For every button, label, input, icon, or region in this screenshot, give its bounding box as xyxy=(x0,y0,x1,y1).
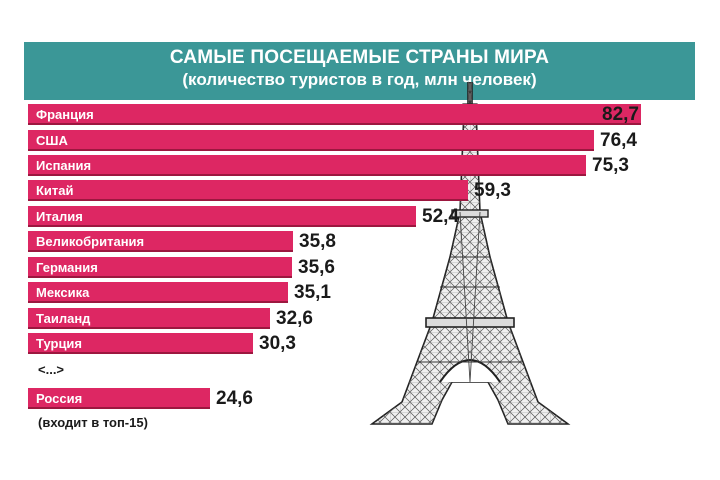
bar-label: Германия xyxy=(36,260,98,275)
bar xyxy=(28,130,594,151)
bar-label: Россия xyxy=(36,391,83,406)
bar-value-label: 75,3 xyxy=(592,155,629,176)
bar xyxy=(28,104,641,125)
bar xyxy=(28,155,586,176)
bar-value-label: 82,7 xyxy=(602,104,639,125)
bar-value-label: 35,6 xyxy=(298,257,335,278)
bar xyxy=(28,231,293,252)
bar xyxy=(28,388,210,409)
bar-value-label: 30,3 xyxy=(259,333,296,354)
footnote: (входит в топ-15) xyxy=(38,415,148,430)
bar xyxy=(28,308,270,329)
bar-value-label: 35,8 xyxy=(299,231,336,252)
bar xyxy=(28,257,292,278)
bar xyxy=(28,282,288,303)
bar xyxy=(28,206,416,227)
bar-value-label: 32,6 xyxy=(276,308,313,329)
omitted-rows-marker: <...> xyxy=(38,362,65,377)
bar-value-label: 35,1 xyxy=(294,282,331,303)
bar-value-label: 52,4 xyxy=(422,206,459,227)
bar-value-label: 24,6 xyxy=(216,388,253,409)
bar xyxy=(28,180,468,201)
bar-value-label: 59,3 xyxy=(474,180,511,201)
bar-label: США xyxy=(36,133,68,148)
bar-label: Франция xyxy=(36,107,94,122)
bar-label: Таиланд xyxy=(36,311,91,326)
bar-label: Турция xyxy=(36,336,83,351)
bar-value-label: 76,4 xyxy=(600,130,637,151)
chart-header: САМЫЕ ПОСЕЩАЕМЫЕ СТРАНЫ МИРА (количество… xyxy=(24,42,695,100)
bar-label: Мексика xyxy=(36,285,90,300)
bar-label: Италия xyxy=(36,209,83,224)
chart-subtitle: (количество туристов в год, млн человек) xyxy=(182,70,537,89)
bar-label: Испания xyxy=(36,158,92,173)
chart-title: САМЫЕ ПОСЕЩАЕМЫЕ СТРАНЫ МИРА xyxy=(169,47,550,68)
bar-label: Великобритания xyxy=(36,234,145,249)
bar-label: Китай xyxy=(36,183,74,198)
bar xyxy=(28,333,253,354)
